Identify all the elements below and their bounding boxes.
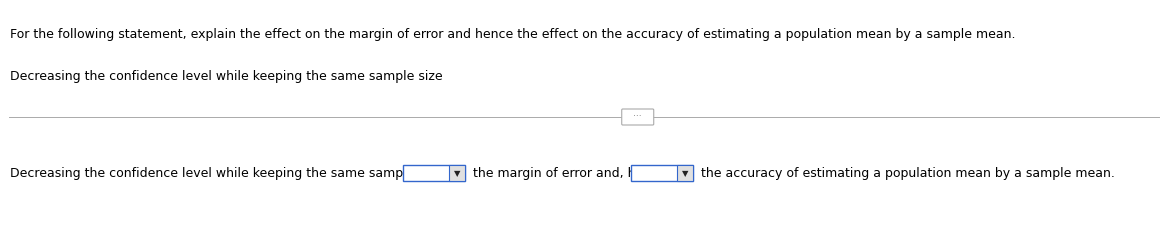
Text: Decreasing the confidence level while keeping the same sample size: Decreasing the confidence level while ke… bbox=[11, 70, 443, 83]
FancyBboxPatch shape bbox=[621, 109, 654, 125]
Bar bbox=[449, 165, 465, 181]
Bar bbox=[623, 110, 653, 124]
Text: the accuracy of estimating a population mean by a sample mean.: the accuracy of estimating a population … bbox=[697, 167, 1115, 180]
Text: ···: ··· bbox=[633, 113, 642, 121]
Text: For the following statement, explain the effect on the margin of error and hence: For the following statement, explain the… bbox=[11, 28, 1015, 41]
Text: the margin of error and, hence,: the margin of error and, hence, bbox=[470, 167, 670, 180]
Bar bbox=[403, 165, 465, 181]
Text: ▼: ▼ bbox=[682, 169, 688, 178]
Text: ▼: ▼ bbox=[453, 169, 460, 178]
Text: Decreasing the confidence level while keeping the same sample size: Decreasing the confidence level while ke… bbox=[11, 167, 443, 180]
Bar bbox=[631, 165, 693, 181]
Bar bbox=[677, 165, 693, 181]
